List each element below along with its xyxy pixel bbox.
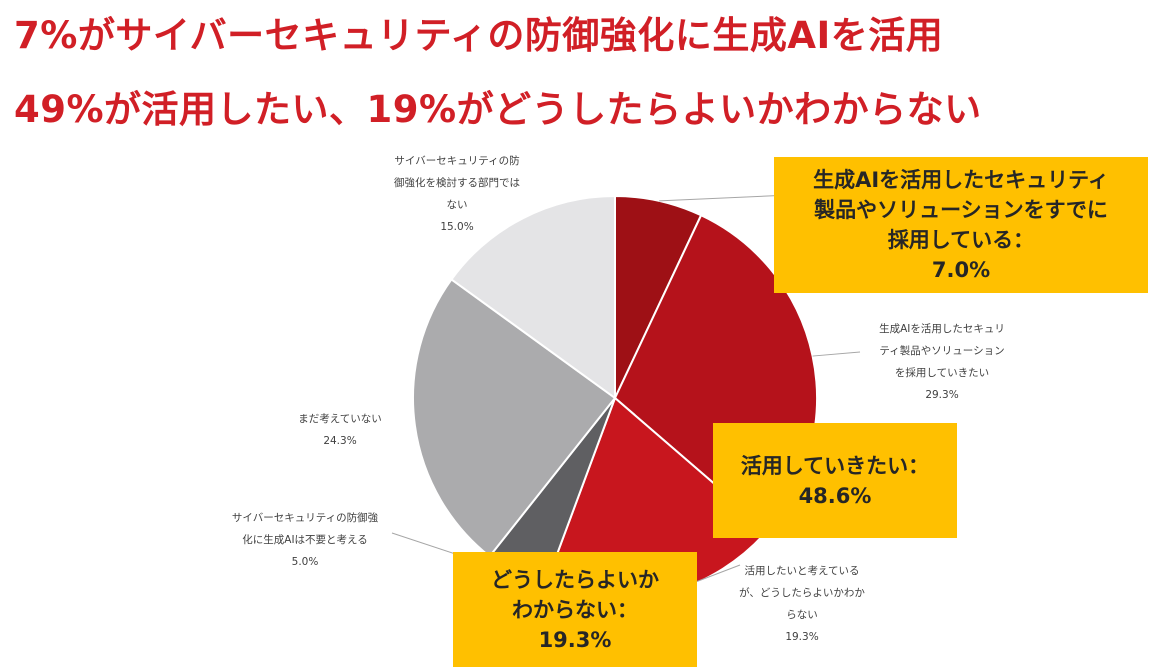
callout-want: 活用していきたい： 48.6% xyxy=(713,423,957,538)
label-want-pct: 29.3% xyxy=(925,389,959,401)
label-not-yet-pct: 24.3% xyxy=(323,435,357,447)
callout-unsure: どうしたらよいか わからない： 19.3% xyxy=(453,552,697,667)
headline-line1: 7%がサイバーセキュリティの防御強化に生成AIを活用 xyxy=(14,14,944,57)
callout-want-line1: 活用していきたい： xyxy=(740,453,930,478)
label-want-line1: 生成AIを活用したセキュリ xyxy=(879,323,1005,335)
label-not-yet: まだ考えていない 24.3% xyxy=(270,408,410,452)
label-unsure: 活用したいと考えている が、どうしたらよいかわか らない 19.3% xyxy=(712,560,892,648)
label-unsure-line1: 活用したいと考えている xyxy=(744,565,860,577)
leader-want xyxy=(812,351,861,357)
label-not-dept-line2: 御強化を検討する部門では xyxy=(394,177,520,189)
label-not-dept-line1: サイバーセキュリティの防 xyxy=(394,155,520,167)
slice-not-dept xyxy=(450,194,616,400)
label-want: 生成AIを活用したセキュリ ティ製品やソリューション を採用していきたい 29.… xyxy=(842,318,1042,406)
label-not-yet-line1: まだ考えていない xyxy=(298,413,382,425)
callout-adopted-line2: 製品やソリューションをすでに xyxy=(814,198,1108,222)
callout-adopted-line3: 採用している： xyxy=(887,228,1035,252)
callout-want-pct: 48.6% xyxy=(798,483,872,508)
callout-adopted-line1: 生成AIを活用したセキュリティ xyxy=(813,168,1109,192)
label-unnecessary: サイバーセキュリティの防御強 化に生成AIは不要と考える 5.0% xyxy=(205,507,405,573)
label-unnecessary-line1: サイバーセキュリティの防御強 xyxy=(231,512,379,524)
callout-unsure-line2: わからない： xyxy=(512,597,638,622)
callout-unsure-pct: 19.3% xyxy=(538,627,612,652)
leader-adopted xyxy=(659,194,791,202)
label-unnecessary-pct: 5.0% xyxy=(291,556,319,568)
headline-line2: 49%が活用したい、19%がどうしたらよいかわからない xyxy=(14,88,982,131)
label-unsure-line2: が、どうしたらよいかわか xyxy=(739,587,865,599)
label-want-line3: を採用していきたい xyxy=(894,367,990,379)
label-not-dept-line3: ない xyxy=(446,199,468,211)
callout-unsure-line1: どうしたらよいか xyxy=(491,567,659,592)
slice-not-yet xyxy=(412,278,617,558)
label-not-dept: サイバーセキュリティの防 御強化を検討する部門では ない 15.0% xyxy=(352,150,562,238)
callout-adopted-pct: 7.0% xyxy=(931,258,991,282)
callout-adopted: 生成AIを活用したセキュリティ 製品やソリューションをすでに 採用している： 7… xyxy=(774,157,1148,293)
label-want-line2: ティ製品やソリューション xyxy=(879,345,1005,357)
label-unsure-pct: 19.3% xyxy=(785,631,819,643)
label-unsure-line3: らない xyxy=(786,609,818,621)
label-unnecessary-line2: 化に生成AIは不要と考える xyxy=(242,534,368,546)
label-not-dept-pct: 15.0% xyxy=(440,221,474,233)
